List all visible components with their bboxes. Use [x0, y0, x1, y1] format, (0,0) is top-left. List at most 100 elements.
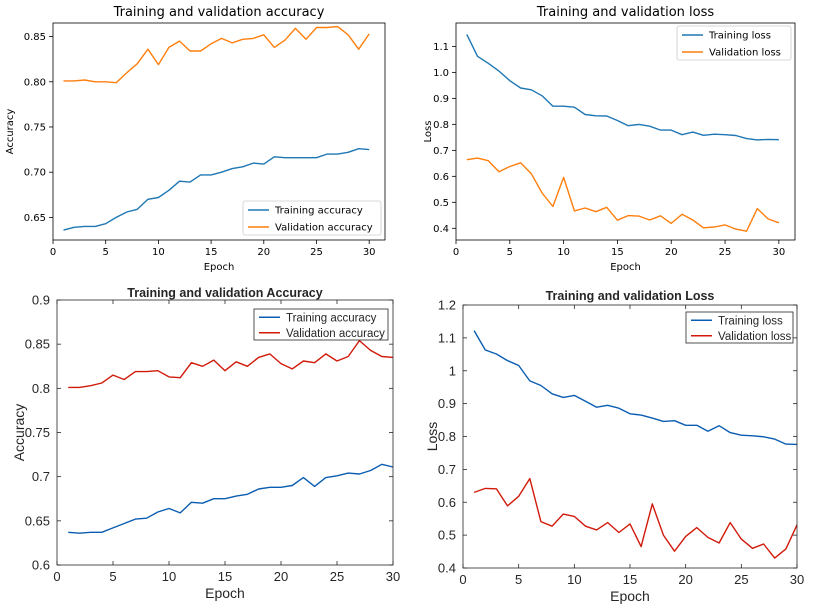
y-tick-label: 0.7	[438, 462, 456, 477]
x-tick-label: 10	[152, 247, 165, 258]
x-tick-label: 0	[53, 569, 60, 584]
y-tick-label: 0.7	[32, 469, 50, 484]
plot-frame	[462, 304, 798, 569]
y-tick-label: 0.8	[438, 429, 456, 444]
y-tick-label: 0.5	[433, 198, 449, 209]
x-tick-label: 30	[363, 247, 376, 258]
y-tick-label: 1.1	[438, 330, 456, 345]
x-tick-label: 20	[257, 247, 270, 258]
x-tick-label: 10	[162, 569, 176, 584]
y-tick-label: 0.75	[24, 122, 46, 133]
series-line-training	[68, 463, 394, 534]
y-tick-label: 0.70	[24, 168, 46, 179]
y-tick-label: 1.1	[433, 42, 449, 53]
x-axis-label: Epoch	[205, 585, 245, 601]
y-axis-label: Loss	[423, 121, 434, 143]
x-tick-label: 10	[557, 247, 570, 258]
y-axis-label: Loss	[424, 422, 440, 452]
y-tick-label: 0.85	[25, 337, 50, 352]
legend-label-training: Training accuracy	[274, 206, 363, 217]
chart-title: Training and validation loss	[536, 5, 714, 20]
series-line-training	[473, 330, 798, 446]
y-tick-label: 0.85	[24, 32, 46, 43]
y-tick-label: 0.4	[433, 224, 449, 235]
x-tick-label: 20	[274, 569, 288, 584]
plot-frame	[455, 22, 796, 241]
y-tick-label: 0.65	[24, 213, 46, 224]
y-tick-label: 0.9	[433, 94, 449, 105]
x-tick-label: 15	[623, 572, 637, 587]
x-tick-label: 25	[734, 572, 748, 587]
y-tick-label: 0.5	[438, 528, 456, 543]
y-tick-label: 0.4	[438, 561, 456, 576]
legend-box	[253, 308, 389, 341]
chart-title: Training and validation Loss	[546, 289, 715, 303]
y-tick-label: 0.6	[32, 558, 50, 573]
series-line-validation	[466, 157, 780, 232]
x-tick-label: 10	[567, 572, 581, 587]
x-axis-label: Epoch	[610, 262, 641, 273]
y-tick-label: 0.65	[25, 513, 50, 528]
x-axis-label: Epoch	[610, 588, 650, 604]
series-line-validation	[68, 339, 394, 389]
series-line-training	[63, 147, 370, 231]
y-tick-label: 0.75	[25, 425, 50, 440]
chart-title: Training and validation Accuracy	[127, 286, 322, 300]
chart-3-accuracy: Training and validation Accuracy 0 5 10 15 20…	[11, 286, 400, 601]
y-tick-label: 1.2	[438, 298, 456, 313]
chart-2-loss: Training and validation loss 0 5 10 15 20 25 30…	[423, 5, 796, 273]
series-line-training	[466, 34, 779, 141]
legend: Training accuracy Validation accuracy	[253, 308, 389, 341]
x-tick-label: 0	[453, 247, 459, 258]
x-tick-label: 0	[459, 572, 466, 587]
legend-label-validation: Validation loss	[709, 48, 781, 59]
chart-1-accuracy: Training and validation accuracy 0 5 10 15 20…	[5, 5, 386, 273]
y-tick-label: 0.8	[32, 381, 50, 396]
y-tick-label: 0.6	[438, 495, 456, 510]
x-tick-label: 15	[218, 569, 232, 584]
y-axis-label: Accuracy	[11, 404, 27, 462]
x-tick-label: 30	[790, 572, 804, 587]
legend-label-training: Training loss	[708, 31, 771, 42]
x-tick-label: 20	[678, 572, 692, 587]
x-tick-label: 15	[611, 247, 624, 258]
legend: Training loss Validation loss	[676, 25, 792, 61]
series-line-validation	[473, 477, 798, 559]
y-tick-label: 0.7	[433, 146, 449, 157]
legend-label-training: Training loss	[718, 315, 783, 327]
x-axis-label: Epoch	[204, 262, 235, 273]
x-tick-label: 5	[515, 572, 522, 587]
legend: Training loss Validation loss	[685, 311, 794, 344]
legend-label-validation: Validation accuracy	[275, 223, 373, 234]
x-tick-label: 25	[310, 247, 323, 258]
y-tick-label: 0.9	[438, 396, 456, 411]
legend-label-validation: Validation loss	[718, 331, 792, 343]
x-tick-label: 30	[386, 569, 400, 584]
x-tick-label: 15	[205, 247, 218, 258]
plot-frame	[52, 22, 386, 241]
chart-title: Training and validation accuracy	[113, 5, 325, 20]
legend-box	[685, 311, 794, 344]
legend: Training accuracy Validation accuracy	[242, 200, 382, 236]
x-tick-label: 0	[50, 247, 56, 258]
legend-box	[242, 200, 382, 236]
x-tick-label: 20	[665, 247, 678, 258]
x-tick-label: 5	[103, 247, 109, 258]
x-tick-label: 25	[719, 247, 732, 258]
chart-4-loss: Training and validation Loss 0 5 10 15 20 25 30…	[424, 289, 804, 604]
y-tick-label: 1	[449, 363, 456, 378]
x-tick-label: 30	[772, 247, 785, 258]
legend-box	[676, 25, 792, 61]
legend-label-validation: Validation accuracy	[286, 328, 385, 340]
x-tick-label: 5	[109, 569, 116, 584]
series-line-validation	[63, 25, 370, 84]
y-tick-label: 0.9	[32, 293, 50, 308]
x-tick-label: 5	[507, 247, 513, 258]
y-tick-label: 1.0	[433, 68, 449, 79]
y-axis-label: Accuracy	[5, 109, 16, 155]
y-tick-label: 0.80	[24, 77, 46, 88]
y-tick-label: 0.6	[433, 172, 449, 183]
legend-label-training: Training accuracy	[286, 312, 377, 324]
